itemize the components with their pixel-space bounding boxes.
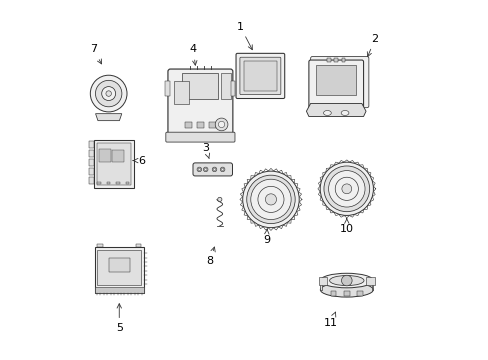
Circle shape (102, 87, 115, 100)
Bar (182, 73, 218, 99)
Circle shape (212, 167, 216, 172)
Bar (97, 243, 102, 247)
Text: 1: 1 (236, 22, 252, 50)
Bar (94, 140, 134, 188)
Circle shape (215, 118, 227, 131)
Bar (99, 149, 111, 162)
Circle shape (213, 168, 215, 171)
Bar (334, 58, 337, 62)
FancyBboxPatch shape (165, 132, 235, 142)
Bar (89, 177, 94, 184)
Circle shape (90, 75, 127, 112)
Bar (366, 277, 374, 284)
Bar (318, 277, 327, 284)
Bar (174, 81, 188, 104)
Circle shape (197, 167, 201, 172)
Circle shape (220, 167, 224, 172)
Ellipse shape (329, 275, 363, 285)
FancyBboxPatch shape (236, 53, 284, 99)
Bar (221, 73, 230, 99)
FancyBboxPatch shape (167, 69, 232, 136)
FancyBboxPatch shape (240, 57, 280, 95)
Circle shape (203, 167, 207, 172)
Circle shape (257, 186, 284, 212)
Bar (244, 61, 276, 91)
Text: 10: 10 (339, 219, 353, 234)
Bar (136, 243, 141, 247)
Bar (165, 81, 169, 96)
Text: 8: 8 (206, 247, 215, 266)
Circle shape (95, 80, 122, 107)
Bar (96, 143, 131, 185)
Ellipse shape (320, 283, 372, 297)
Circle shape (198, 168, 200, 171)
Circle shape (204, 168, 206, 171)
Bar (89, 159, 94, 166)
Ellipse shape (323, 111, 330, 116)
Bar (316, 65, 355, 95)
Bar (197, 122, 203, 128)
Circle shape (242, 171, 299, 228)
Text: 5: 5 (116, 304, 122, 333)
Text: 2: 2 (366, 34, 378, 57)
Text: 7: 7 (90, 45, 102, 64)
Bar (94, 247, 143, 293)
Bar (89, 168, 94, 175)
Bar (89, 150, 94, 157)
Circle shape (328, 171, 364, 207)
Circle shape (221, 168, 224, 171)
Bar (330, 292, 336, 296)
Polygon shape (320, 280, 322, 290)
Text: 9: 9 (262, 229, 269, 245)
Circle shape (106, 91, 111, 96)
Polygon shape (371, 280, 372, 290)
Circle shape (341, 275, 351, 286)
Bar (97, 250, 141, 285)
Bar (357, 292, 362, 296)
Circle shape (217, 197, 222, 202)
Bar (209, 122, 216, 128)
Bar (108, 258, 130, 272)
Text: 3: 3 (202, 143, 209, 159)
Circle shape (335, 177, 358, 201)
FancyBboxPatch shape (193, 163, 232, 176)
Bar (116, 181, 120, 184)
Bar (89, 141, 94, 148)
Text: 6: 6 (133, 156, 145, 166)
Bar (94, 287, 143, 293)
FancyBboxPatch shape (310, 57, 368, 108)
Bar (341, 58, 345, 62)
Bar (343, 292, 349, 296)
Bar (327, 58, 330, 62)
Circle shape (250, 179, 290, 220)
Text: 4: 4 (189, 45, 197, 65)
Polygon shape (95, 114, 122, 121)
Circle shape (265, 194, 276, 205)
FancyBboxPatch shape (308, 60, 363, 109)
Ellipse shape (341, 111, 348, 116)
Bar (231, 81, 235, 96)
Bar (106, 181, 110, 184)
Ellipse shape (320, 273, 372, 288)
Circle shape (323, 166, 369, 212)
Bar (112, 150, 123, 162)
Text: 11: 11 (323, 312, 337, 328)
Circle shape (246, 175, 295, 224)
Bar (184, 122, 191, 128)
Circle shape (218, 121, 224, 127)
Circle shape (320, 162, 373, 215)
Bar (126, 181, 129, 184)
Bar (97, 181, 101, 184)
Circle shape (341, 184, 351, 194)
Polygon shape (306, 103, 366, 117)
